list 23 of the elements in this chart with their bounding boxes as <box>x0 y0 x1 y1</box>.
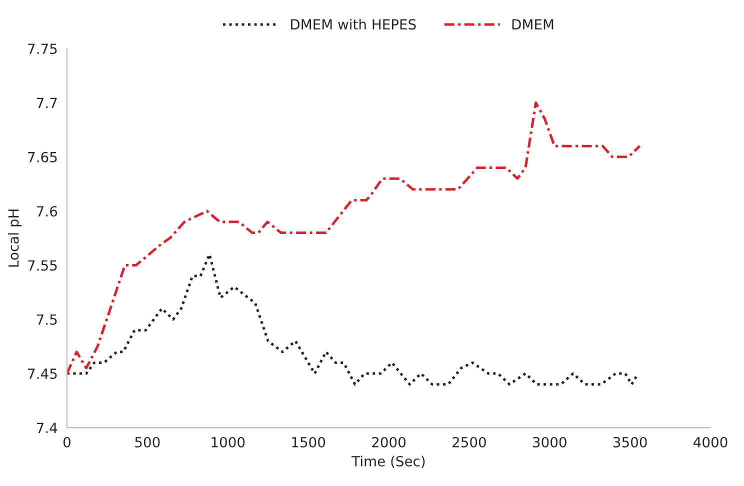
y-tick-label: 7.45 <box>28 368 57 379</box>
x-tick-label: 4000 <box>694 436 728 448</box>
x-tick-label: 3500 <box>613 436 647 448</box>
y-tick-label: 7.4 <box>36 422 58 433</box>
x-tick-label: 0 <box>63 436 70 448</box>
x-tick-label: 1000 <box>212 436 245 448</box>
y-axis-title: Local pH <box>8 210 22 267</box>
x-tick-label: 2000 <box>372 436 406 448</box>
legend-label: DMEM with HEPES <box>291 18 416 30</box>
y-tick-label: 7.55 <box>28 260 57 271</box>
y-tick-label: 7.7 <box>36 98 57 108</box>
line-series <box>66 102 641 375</box>
y-tick-label: 7.5 <box>36 314 57 325</box>
x-tick-label: 1500 <box>292 436 326 448</box>
y-tick-label: 7.75 <box>28 44 57 54</box>
y-tick-label: 7.6 <box>36 206 58 217</box>
y-tick-label: 7.65 <box>28 152 57 162</box>
x-tick-label: 2500 <box>452 436 486 448</box>
x-axis-title: Time (Sec) <box>352 456 425 468</box>
x-tick-label: 500 <box>135 436 160 448</box>
legend-label: DMEM <box>512 19 554 30</box>
line-series <box>66 253 640 386</box>
x-tick-label: 3000 <box>533 436 566 448</box>
